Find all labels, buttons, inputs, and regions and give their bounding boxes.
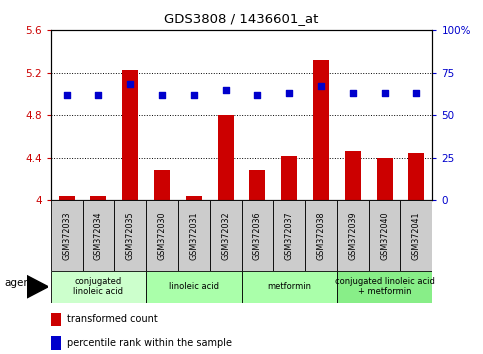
Bar xyxy=(305,200,337,271)
Text: GSM372038: GSM372038 xyxy=(316,211,326,260)
Bar xyxy=(273,200,305,271)
Bar xyxy=(337,271,432,303)
Bar xyxy=(369,200,400,271)
Text: GSM372031: GSM372031 xyxy=(189,211,199,260)
Text: GSM372030: GSM372030 xyxy=(157,211,167,260)
Bar xyxy=(313,60,329,200)
Text: conjugated
linoleic acid: conjugated linoleic acid xyxy=(73,277,124,296)
Point xyxy=(412,90,420,96)
Bar xyxy=(90,196,106,200)
Point xyxy=(254,92,261,97)
Text: GSM372040: GSM372040 xyxy=(380,211,389,260)
Bar xyxy=(242,200,273,271)
Bar xyxy=(345,151,361,200)
Bar xyxy=(51,200,83,271)
Bar xyxy=(51,271,146,303)
Bar xyxy=(146,271,242,303)
Bar xyxy=(122,70,138,200)
Point xyxy=(317,83,325,89)
Text: GDS3808 / 1436601_at: GDS3808 / 1436601_at xyxy=(164,12,319,25)
Text: GSM372032: GSM372032 xyxy=(221,211,230,260)
Point xyxy=(381,90,388,96)
Bar xyxy=(281,156,297,200)
Bar xyxy=(146,200,178,271)
Bar xyxy=(58,196,74,200)
Text: metformin: metformin xyxy=(267,282,311,291)
Bar xyxy=(114,200,146,271)
Bar xyxy=(337,200,369,271)
Text: GSM372036: GSM372036 xyxy=(253,211,262,260)
Bar xyxy=(154,170,170,200)
Bar xyxy=(83,200,114,271)
Bar xyxy=(409,153,425,200)
Point xyxy=(190,92,198,97)
Bar xyxy=(218,115,234,200)
Point xyxy=(158,92,166,97)
Text: transformed count: transformed count xyxy=(67,314,158,324)
Text: GSM372041: GSM372041 xyxy=(412,211,421,260)
Bar xyxy=(242,271,337,303)
Text: linoleic acid: linoleic acid xyxy=(169,282,219,291)
Polygon shape xyxy=(27,275,48,298)
Point xyxy=(349,90,356,96)
Bar xyxy=(400,200,432,271)
Bar xyxy=(249,170,265,200)
Text: conjugated linoleic acid
+ metformin: conjugated linoleic acid + metformin xyxy=(335,277,435,296)
Point xyxy=(95,92,102,97)
Text: GSM372039: GSM372039 xyxy=(348,211,357,260)
Text: GSM372033: GSM372033 xyxy=(62,211,71,260)
Bar xyxy=(210,200,242,271)
Point xyxy=(285,90,293,96)
Text: GSM372035: GSM372035 xyxy=(126,211,135,260)
Point xyxy=(222,87,229,92)
Text: GSM372037: GSM372037 xyxy=(284,211,294,260)
Bar xyxy=(178,200,210,271)
Text: percentile rank within the sample: percentile rank within the sample xyxy=(67,338,232,348)
Text: GSM372034: GSM372034 xyxy=(94,211,103,260)
Bar xyxy=(377,158,393,200)
Bar xyxy=(186,196,202,200)
Point xyxy=(127,82,134,87)
Point xyxy=(63,92,71,97)
Text: agent: agent xyxy=(5,278,35,288)
